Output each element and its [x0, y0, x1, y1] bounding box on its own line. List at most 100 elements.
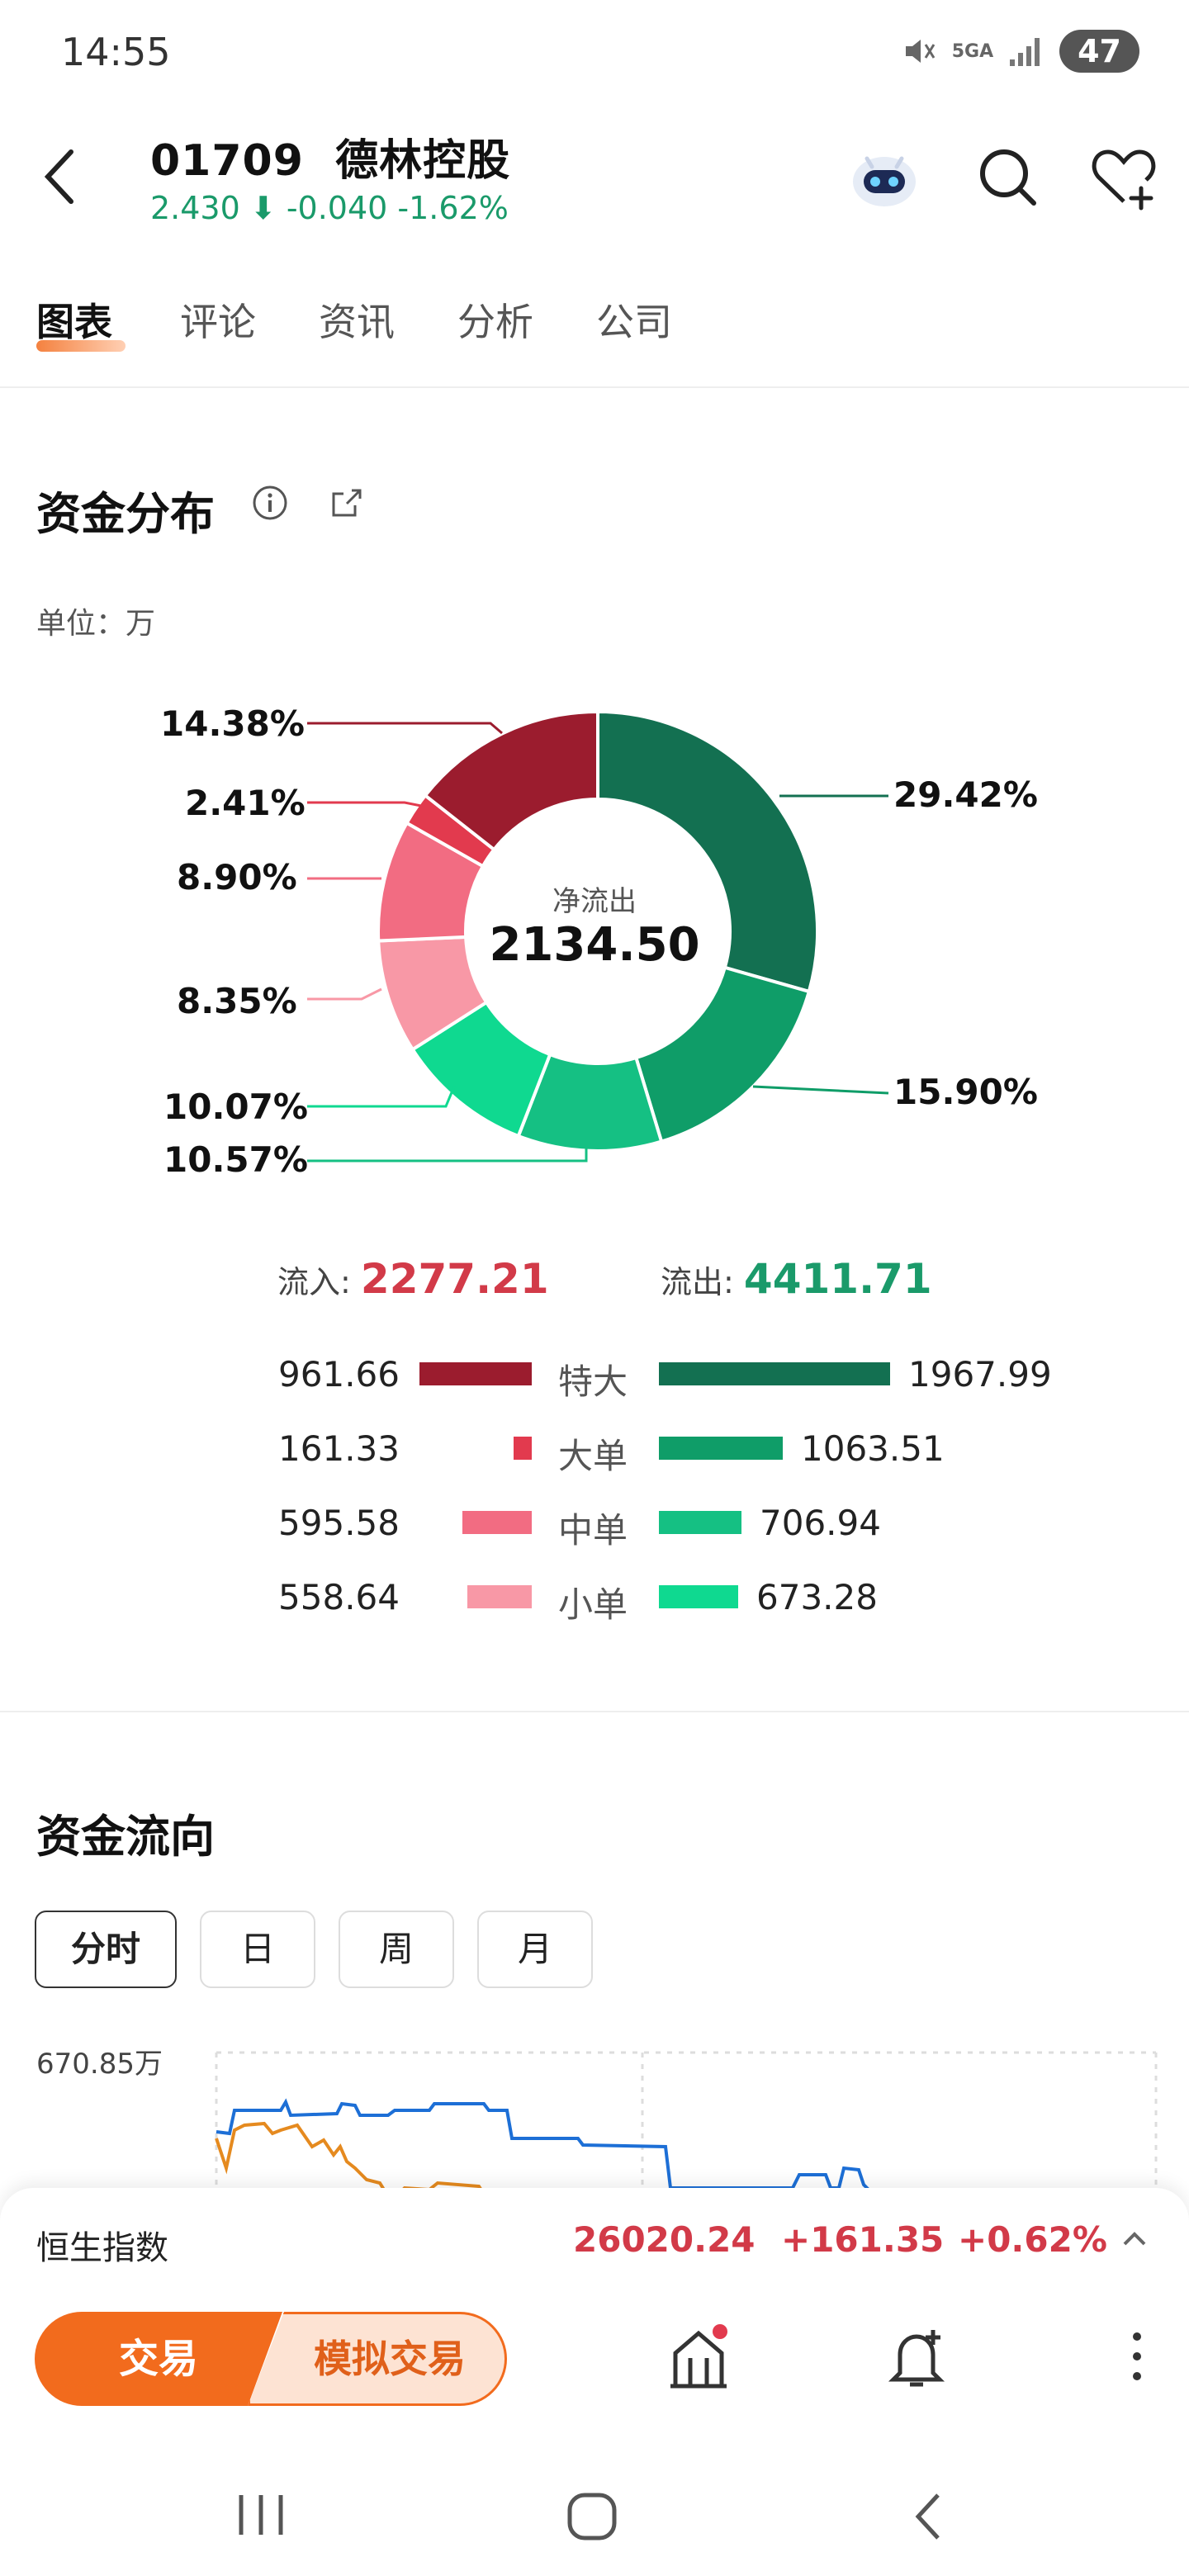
unit-label: 单位：万: [36, 607, 156, 641]
slice-label-out-s: 10.07%: [163, 1087, 308, 1127]
mute-icon: [905, 40, 935, 63]
slice-label-out-m: 10.57%: [163, 1139, 308, 1180]
outflow-bar-s: [659, 1585, 738, 1608]
slice-label-in-m: 8.90%: [177, 857, 297, 897]
category-s: 小单: [558, 1584, 628, 1625]
signal-icon: [1010, 38, 1040, 66]
period-intraday-button[interactable]: 分时: [35, 1911, 177, 1988]
slice-label-in-xl: 14.38%: [160, 703, 305, 744]
inflow-label: 流入:: [277, 1264, 351, 1300]
tab-chart[interactable]: 图表: [36, 300, 112, 344]
stock-name: 德林控股: [335, 136, 511, 186]
flow-line-orange: [215, 2121, 487, 2198]
inflow-bar-l: [514, 1437, 532, 1460]
stock-code: 01709: [150, 136, 304, 186]
fund-distribution-donut: [307, 709, 889, 1163]
inflow-bar-m: [462, 1511, 532, 1534]
inflow-value-s: 558.64: [278, 1577, 400, 1617]
outflow-summary: 流出: 4411.71: [661, 1255, 932, 1303]
section-divider: [0, 1711, 1189, 1712]
distribution-title: 资金分布: [36, 488, 215, 540]
index-name: 恒生指数: [36, 2229, 168, 2267]
down-arrow-icon: ⬇: [249, 190, 277, 226]
donut-slice-out-xl: [596, 709, 819, 994]
index-value: 26020.24: [573, 2219, 756, 2260]
stock-quote: 2.430 ⬇ -0.040 -1.62%: [150, 190, 509, 226]
tab-analysis[interactable]: 分析: [457, 300, 533, 344]
category-xl: 特大: [558, 1361, 628, 1402]
inflow-bar-s: [467, 1585, 532, 1608]
outflow-bar-xl: [659, 1362, 890, 1385]
inflow-summary: 流入: 2277.21: [277, 1255, 549, 1303]
distribution-row: 161.33 大单 1063.51: [0, 1428, 1189, 1494]
chevron-up-icon[interactable]: [1120, 2226, 1149, 2251]
period-month-button[interactable]: 月: [477, 1911, 593, 1988]
recent-apps-icon[interactable]: [234, 2490, 287, 2540]
trade-button[interactable]: 交易: [35, 2312, 282, 2406]
back-icon[interactable]: [33, 144, 91, 210]
category-m: 中单: [558, 1510, 628, 1551]
robot-avatar-icon[interactable]: [847, 140, 921, 215]
leader-line-out-l: [752, 1085, 889, 1095]
flow-line-blue: [216, 2098, 877, 2198]
period-day-button[interactable]: 日: [200, 1911, 315, 1988]
tab-company[interactable]: 公司: [596, 300, 672, 344]
donut-center-value: 2134.50: [489, 918, 700, 972]
index-change-pct: +0.62%: [958, 2219, 1107, 2260]
inflow-value-l: 161.33: [278, 1428, 400, 1469]
index-change: +161.35: [781, 2219, 945, 2260]
inflow-value-xl: 961.66: [278, 1354, 400, 1395]
category-l: 大单: [558, 1436, 628, 1476]
outflow-bar-m: [659, 1511, 741, 1534]
alert-bell-icon[interactable]: [885, 2320, 951, 2394]
broker-building-icon[interactable]: [666, 2320, 732, 2394]
status-bar: 14:55 5GA 47: [0, 0, 1189, 107]
simulated-trade-button[interactable]: 模拟交易: [248, 2312, 507, 2406]
outflow-label: 流出:: [661, 1264, 734, 1300]
leader-line-out-m: [307, 1148, 588, 1163]
slice-label-out-l: 15.90%: [893, 1072, 1038, 1112]
tab-bar: 图表 评论 资讯 分析 公司: [0, 281, 1189, 388]
active-tab-indicator: [36, 340, 126, 352]
outflow-bar-l: [659, 1437, 783, 1460]
share-icon[interactable]: [327, 484, 365, 522]
network-label: 5GA: [951, 40, 994, 62]
tab-news[interactable]: 资讯: [319, 300, 395, 344]
leader-line-in-s: [307, 987, 382, 1001]
distribution-row: 558.64 小单 673.28: [0, 1577, 1189, 1643]
stock-title: 01709 德林控股: [150, 125, 510, 187]
status-time: 14:55: [61, 30, 171, 74]
leader-line-in-xl: [307, 722, 503, 735]
inflow-bar-xl: [419, 1362, 532, 1385]
slice-label-in-s: 8.35%: [177, 981, 297, 1021]
more-options-icon[interactable]: [1125, 2323, 1149, 2389]
distribution-row: 595.58 中单 706.94: [0, 1503, 1189, 1569]
outflow-value: 4411.71: [743, 1255, 932, 1303]
heart-add-icon[interactable]: [1087, 140, 1161, 215]
system-nav-bar: [0, 2444, 1189, 2576]
index-ticker-bar[interactable]: 恒生指数 26020.24 +161.35 +0.62%: [0, 2188, 1189, 2295]
outflow-value-s: 673.28: [756, 1577, 878, 1617]
tab-comments[interactable]: 评论: [180, 300, 256, 344]
search-icon[interactable]: [971, 140, 1045, 215]
donut-slice-in-xl: [423, 709, 599, 852]
stock-change: -0.040: [286, 190, 388, 226]
period-week-button[interactable]: 周: [339, 1911, 454, 1988]
outflow-value-m: 706.94: [760, 1503, 881, 1543]
leader-line-out-s: [307, 1086, 456, 1108]
outflow-value-xl: 1967.99: [908, 1354, 1052, 1395]
outflow-value-l: 1063.51: [801, 1428, 945, 1469]
leader-line-in-l: [307, 801, 422, 807]
nav-back-icon[interactable]: [908, 2490, 950, 2543]
stock-header: 01709 德林控股 2.430 ⬇ -0.040 -1.62%: [0, 116, 1189, 239]
flow-title: 资金流向: [36, 1811, 215, 1863]
battery-indicator: 47: [1059, 30, 1139, 73]
home-icon[interactable]: [565, 2490, 619, 2543]
slice-label-out-xl: 29.42%: [893, 774, 1038, 815]
distribution-row: 961.66 特大 1967.99: [0, 1354, 1189, 1420]
slice-label-in-l: 2.41%: [185, 783, 306, 823]
bottom-action-bar: 交易 模拟交易: [0, 2295, 1189, 2444]
info-icon[interactable]: [251, 484, 289, 522]
stock-change-pct: -1.62%: [397, 190, 509, 226]
stock-price: 2.430: [150, 190, 240, 226]
